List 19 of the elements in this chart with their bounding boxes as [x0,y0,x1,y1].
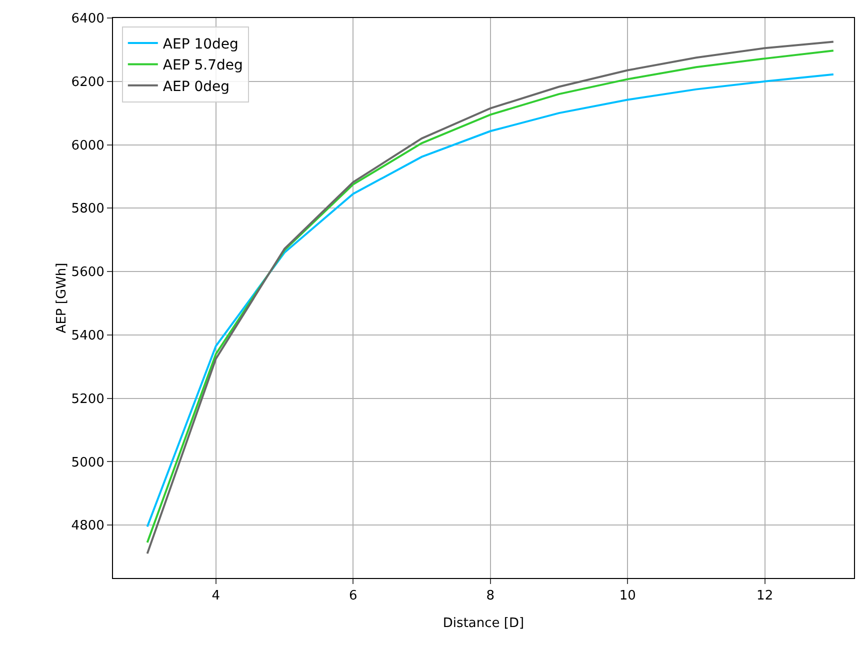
y-axis-title: AEP [GWh] [54,262,70,334]
legend-label: AEP 0deg [162,78,230,95]
x-tick-label: 6 [349,588,358,604]
y-tick-label: 6400 [71,12,104,27]
y-tick-label: 6000 [71,138,104,154]
legend-label: AEP 5.7deg [162,58,243,74]
x-tick-label: 12 [756,588,774,604]
y-tick-label: 5400 [71,328,104,344]
y-tick-label: 5000 [71,455,104,470]
x-tick-label: 4 [212,588,220,604]
legend-label: AEP 10deg [162,36,238,52]
y-tick-label: 5800 [71,202,104,217]
x-axis-title: Distance [D] [442,616,524,631]
y-tick-label: 5600 [71,265,104,280]
y-tick-label: 5200 [71,392,104,407]
x-tick-label: 8 [486,588,494,604]
x-tick-label: 10 [619,588,636,604]
y-tick-label: 6200 [71,74,104,90]
y-tick-label: 4800 [71,518,104,534]
